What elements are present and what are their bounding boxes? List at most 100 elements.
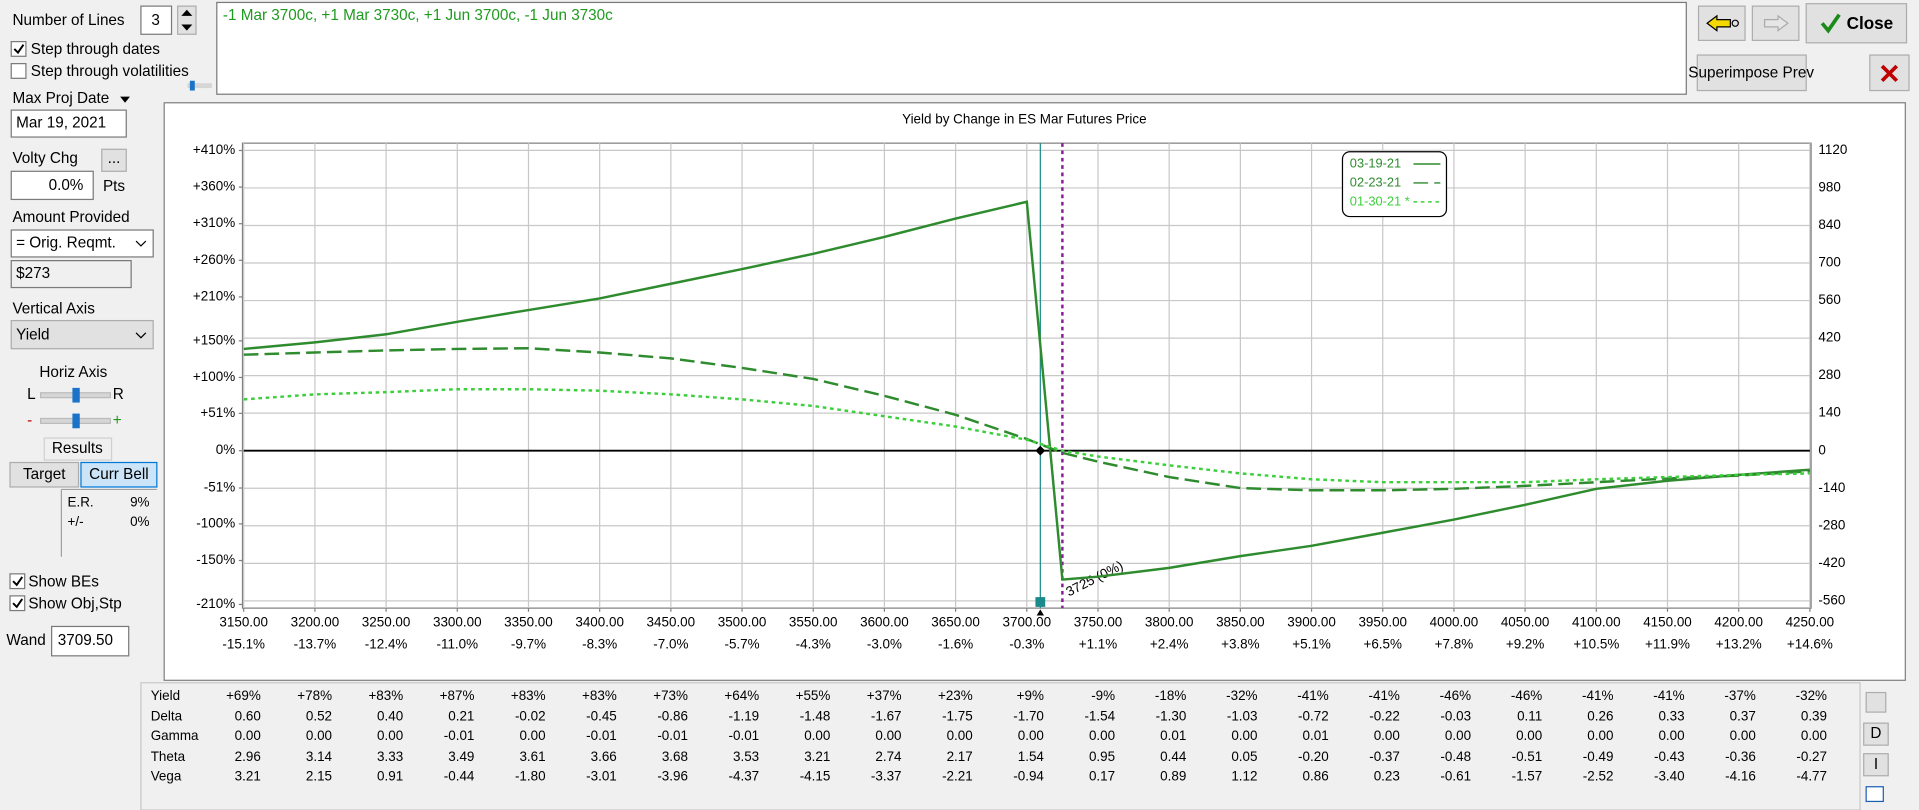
x-pct-label: +6.5% — [1364, 636, 1403, 651]
table-cell: 0.00 — [1018, 728, 1044, 743]
table-cell: -4.16 — [1725, 769, 1756, 784]
table-cell: 0.00 — [1730, 728, 1756, 743]
table-cell: 3.68 — [662, 749, 688, 764]
y-tick-label: -51% — [204, 480, 235, 495]
table-cell: +69% — [226, 688, 261, 703]
side-button[interactable] — [1865, 691, 1887, 713]
ellipsis-button[interactable] — [101, 148, 127, 172]
table-cell: 0.11 — [1517, 709, 1542, 724]
table-body: Yield +69% +78% +83% +87% +83% +83% +73% +64% +55… — [151, 688, 1827, 784]
y2-tick-label: 0 — [1818, 442, 1825, 457]
side-button[interactable] — [1863, 722, 1889, 746]
chart-title: Yield by Change in ES Mar Futures Price — [902, 111, 1146, 126]
row-label: Yield — [151, 688, 180, 703]
side-label: D — [1870, 725, 1881, 742]
table-cell: -0.72 — [1298, 709, 1329, 724]
checkbox[interactable] — [9, 573, 26, 590]
table-cell: -41% — [1368, 688, 1399, 703]
y-tick-label: 0% — [216, 442, 235, 457]
target-button[interactable] — [9, 461, 80, 488]
table-cell: 0.00 — [1801, 728, 1827, 743]
curr-bell-button[interactable] — [80, 461, 158, 488]
y-tick-label: +360% — [193, 179, 235, 194]
table-cell: 0.00 — [235, 728, 261, 743]
x-tick-label: 4100.00 — [1572, 614, 1621, 629]
superimpose-button[interactable] — [1696, 54, 1807, 92]
date-input[interactable] — [10, 109, 127, 138]
table-cell: -4.37 — [729, 769, 760, 784]
x-tick-label: 3650.00 — [931, 614, 980, 629]
x-pct-label: +3.8% — [1221, 636, 1260, 651]
table-cell: 0.89 — [1160, 769, 1186, 784]
spin-arrows — [181, 9, 193, 31]
y2-tick-label: -420 — [1818, 555, 1845, 570]
table-cell: 0.00 — [377, 728, 403, 743]
x-pct-label: +5.1% — [1292, 636, 1331, 651]
table-cell: -0.61 — [1440, 769, 1471, 784]
table-cell: -18% — [1155, 688, 1186, 703]
table-cell: +73% — [653, 688, 688, 703]
checkbox[interactable] — [10, 63, 27, 79]
table-cell: -1.80 — [515, 769, 546, 784]
x-tick-label: 3950.00 — [1358, 614, 1407, 629]
table-cell: 3.49 — [448, 749, 474, 764]
table-cell: 2.74 — [875, 749, 902, 764]
table-cell: 2.17 — [947, 749, 973, 764]
table-cell: 0.86 — [1303, 769, 1329, 784]
slider-label: L — [27, 386, 36, 403]
check — [12, 576, 24, 587]
mini-slider-thumb[interactable] — [189, 80, 195, 91]
series-line — [243, 200, 1810, 581]
amount-value: $273 — [16, 265, 50, 282]
wand-input[interactable] — [51, 625, 130, 657]
number-input[interactable] — [140, 5, 173, 35]
table-cell: +83% — [511, 688, 546, 703]
table-cell: -3.40 — [1654, 769, 1685, 784]
y-tick-label: +100% — [193, 369, 235, 384]
mini-slider[interactable] — [187, 83, 212, 89]
amount-input — [10, 260, 132, 289]
checkbox[interactable] — [9, 595, 26, 612]
checkbox-label: Step through dates — [31, 41, 160, 58]
x-tick-label: 3200.00 — [291, 614, 340, 629]
table-cell: -3.96 — [657, 769, 688, 784]
position-box[interactable] — [216, 1, 1687, 95]
table-cell: -41% — [1653, 688, 1684, 703]
table-cell: -46% — [1440, 688, 1471, 703]
spin-button[interactable] — [177, 5, 197, 35]
table-cell: 0.23 — [1374, 769, 1400, 784]
row-label: Gamma — [151, 728, 199, 743]
slider-thumb[interactable] — [72, 413, 80, 429]
side-button[interactable] — [1863, 753, 1889, 777]
table-cell: 0.39 — [1801, 709, 1827, 724]
series-line — [243, 347, 1810, 492]
x-pct-label: -5.7% — [724, 636, 759, 651]
table-cell: -1.67 — [871, 709, 902, 724]
vertical-axis-dropdown[interactable] — [10, 319, 154, 350]
er-value: 9% — [130, 494, 149, 509]
y-tick-label: -100% — [196, 515, 235, 530]
x-pct-label: -11.0% — [436, 636, 478, 651]
slider-thumb[interactable] — [72, 387, 80, 403]
table-cell: -0.45 — [586, 709, 617, 724]
checkbox[interactable] — [10, 40, 27, 57]
table-cell: 0.01 — [1303, 728, 1329, 743]
er-label: E.R. — [68, 494, 94, 509]
table-cell: 0.05 — [1231, 749, 1257, 764]
export-icon[interactable] — [1865, 786, 1884, 803]
table-cell: +55% — [796, 688, 831, 703]
x-pct-label: -12.4% — [365, 636, 408, 651]
x-pct-label: -13.7% — [294, 636, 337, 651]
label: Number of Lines — [12, 12, 124, 29]
results-panel-border — [60, 488, 157, 557]
label: Max Proj Date — [12, 90, 109, 107]
table-cell: -1.57 — [1512, 769, 1543, 784]
table-cell: -1.19 — [729, 709, 760, 724]
close-label: Close — [1847, 14, 1894, 33]
x-tick-label: 3450.00 — [647, 614, 696, 629]
amount-dropdown[interactable] — [10, 229, 154, 258]
y-tick-label: +260% — [193, 252, 235, 267]
volty-input[interactable] — [10, 170, 94, 201]
x-tick-label: 4050.00 — [1501, 614, 1550, 629]
